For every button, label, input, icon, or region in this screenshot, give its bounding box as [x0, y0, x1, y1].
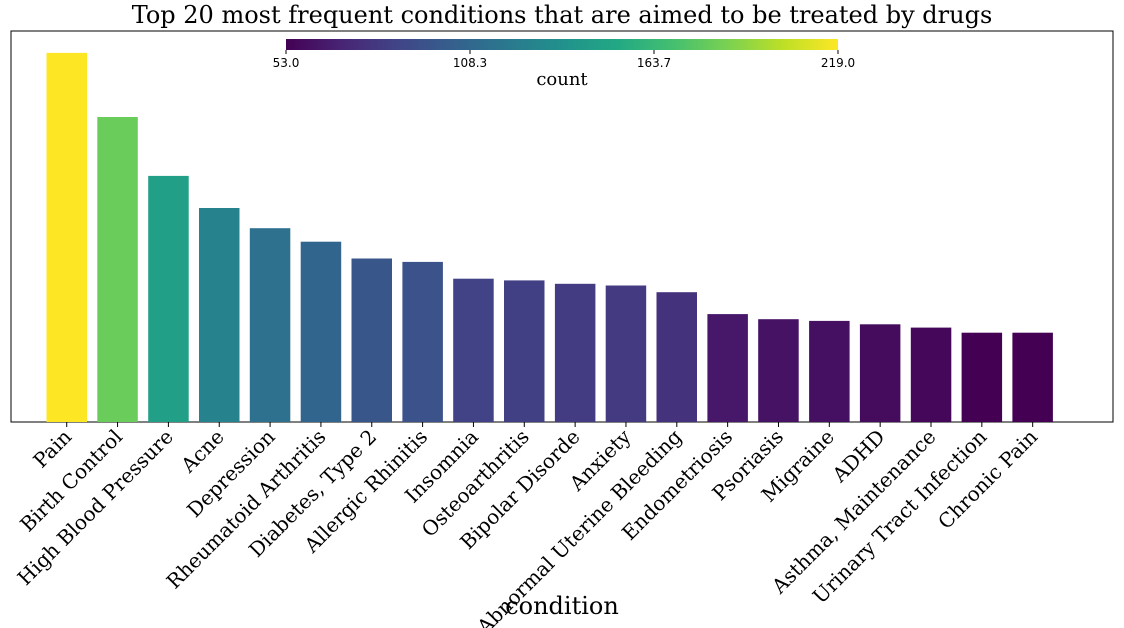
bar: [199, 208, 240, 422]
bar: [707, 314, 748, 422]
bar: [249, 228, 291, 422]
colorbar-tick-label: 53.0: [273, 56, 300, 70]
bar: [656, 292, 697, 422]
bars-group: [46, 52, 1053, 423]
bar: [97, 117, 138, 422]
bar: [402, 261, 443, 422]
bar: [148, 175, 189, 422]
bar: [758, 319, 799, 422]
bar: [605, 285, 647, 422]
bar: [1012, 332, 1053, 422]
colorbar-tick-label: 219.0: [821, 56, 855, 70]
colorbar-ticks: 53.0 108.3 163.7 219.0: [273, 50, 855, 70]
colorbar: [286, 39, 838, 50]
x-axis-label: condition: [505, 592, 619, 620]
bar: [351, 258, 392, 422]
bar: [504, 280, 545, 422]
bar: [554, 283, 596, 422]
colorbar-label: count: [536, 69, 588, 90]
bar: [910, 327, 952, 422]
bar: [961, 332, 1003, 422]
bar: [453, 278, 494, 422]
bar: [859, 324, 901, 423]
colorbar-tick-label: 108.3: [453, 56, 487, 70]
colorbar-tick-label: 163.7: [637, 56, 671, 70]
chart-title: Top 20 most frequent conditions that are…: [132, 1, 993, 29]
bar: [809, 320, 850, 422]
bar: [46, 52, 87, 423]
bar: [300, 241, 342, 422]
